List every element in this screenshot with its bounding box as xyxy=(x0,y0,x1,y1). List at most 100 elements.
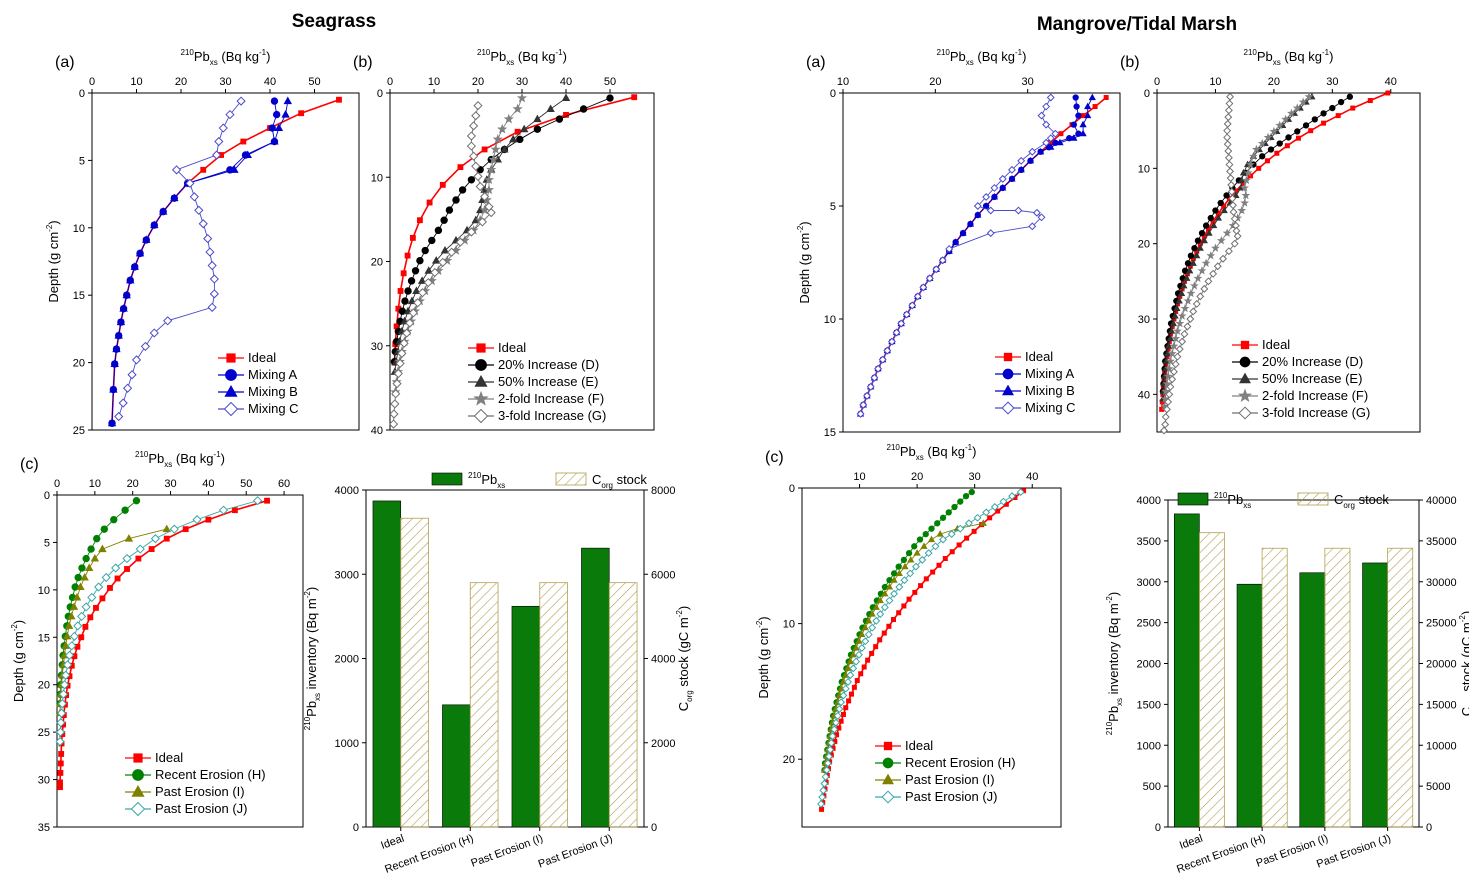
data-point xyxy=(1183,274,1191,281)
data-point xyxy=(417,288,428,298)
chart-sg_c: 0 10 20 30 40 50 60 0 5 10 15 20 25 30 35 210Pbxs (Bq k… xyxy=(10,450,304,834)
data-point xyxy=(839,691,848,700)
x-tick-label: 40 xyxy=(202,478,214,490)
series-line xyxy=(394,97,567,372)
legend-label: Mixing A xyxy=(1025,366,1074,381)
data-point xyxy=(56,718,66,728)
data-point xyxy=(901,562,909,570)
series-line xyxy=(59,528,167,714)
y-tick-label: 25 xyxy=(73,425,85,437)
data-point xyxy=(468,151,479,161)
data-point xyxy=(902,310,911,319)
data-point xyxy=(481,146,488,153)
data-point xyxy=(214,136,224,147)
data-point xyxy=(1225,99,1234,108)
data-point xyxy=(124,534,134,542)
data-point xyxy=(252,496,263,506)
data-point xyxy=(825,752,834,761)
data-point xyxy=(1204,277,1213,286)
panel-label: (a) xyxy=(55,54,75,71)
bar-pb210 xyxy=(1362,562,1388,828)
data-point xyxy=(1251,144,1261,154)
data-point xyxy=(827,738,836,747)
data-point xyxy=(424,266,433,274)
data-point xyxy=(240,138,247,145)
data-point xyxy=(877,637,883,643)
data-point xyxy=(876,596,884,604)
x-tick-label: 10 xyxy=(853,471,865,483)
data-point xyxy=(1335,113,1341,119)
x-tick-label: 20 xyxy=(1268,76,1280,88)
data-point xyxy=(990,503,999,511)
data-point xyxy=(230,165,239,173)
legend-marker xyxy=(1239,356,1251,368)
data-point xyxy=(822,766,831,775)
data-point xyxy=(1180,330,1189,339)
data-point xyxy=(1166,334,1175,342)
data-point xyxy=(1194,237,1202,244)
data-point xyxy=(479,192,490,202)
data-point xyxy=(55,737,65,747)
x-axis-label: 210Pbxs (Bq kg-1) xyxy=(1244,48,1334,67)
data-point xyxy=(99,595,106,602)
data-point xyxy=(170,193,179,202)
data-point xyxy=(918,555,927,564)
data-point xyxy=(1162,379,1172,388)
data-point xyxy=(1163,349,1172,357)
data-point xyxy=(1223,126,1232,135)
y-left-tick-label: 500 xyxy=(1143,781,1161,793)
data-point xyxy=(1180,281,1188,289)
data-point xyxy=(1337,98,1345,106)
y-right-tick-label: 20000 xyxy=(1426,659,1457,671)
data-point xyxy=(873,644,879,650)
y-left-tick-label: 4000 xyxy=(1137,495,1161,507)
data-point xyxy=(998,174,1007,183)
data-point xyxy=(413,298,423,308)
x-tick-label: 40 xyxy=(264,76,276,88)
x-tick-label: 30 xyxy=(219,76,231,88)
data-point xyxy=(1321,120,1327,126)
chart-mg_bar: 0500100015002000250030003500400005000100… xyxy=(1105,491,1469,876)
data-point xyxy=(466,227,477,237)
data-point xyxy=(1229,208,1238,216)
data-point xyxy=(118,398,128,408)
data-point xyxy=(142,235,151,243)
data-point xyxy=(101,572,111,583)
data-point xyxy=(1161,420,1170,429)
legend-marker xyxy=(474,374,488,387)
data-point xyxy=(913,549,921,556)
data-point xyxy=(1169,367,1178,376)
data-point xyxy=(132,496,141,505)
legend-marker xyxy=(131,784,145,797)
y-right-axis-label: Corg stock (gC m-2) xyxy=(675,606,694,711)
data-point xyxy=(72,592,82,601)
data-point xyxy=(865,657,871,663)
legend-marker xyxy=(130,801,146,817)
data-point xyxy=(1267,146,1275,153)
data-point xyxy=(205,516,212,523)
data-point xyxy=(912,562,920,571)
data-point xyxy=(114,331,123,339)
data-point xyxy=(818,793,827,802)
y-left-tick-label: 0 xyxy=(353,822,359,834)
data-point xyxy=(833,711,842,720)
data-point xyxy=(55,727,66,737)
data-point xyxy=(1175,318,1185,328)
data-point xyxy=(920,542,928,549)
data-point xyxy=(1036,147,1045,155)
data-point xyxy=(1302,122,1310,129)
legend-label: 3-fold Increase (G) xyxy=(1262,405,1370,420)
data-point xyxy=(231,507,238,514)
data-point xyxy=(1167,349,1177,358)
data-point xyxy=(158,207,168,215)
data-point xyxy=(400,270,407,277)
data-point xyxy=(150,220,159,229)
bar-pb210 xyxy=(442,704,471,828)
data-point xyxy=(838,718,844,724)
data-point xyxy=(1226,167,1235,176)
data-point xyxy=(434,226,443,235)
data-point xyxy=(1056,138,1064,146)
data-point xyxy=(865,616,873,624)
data-point xyxy=(388,419,399,429)
